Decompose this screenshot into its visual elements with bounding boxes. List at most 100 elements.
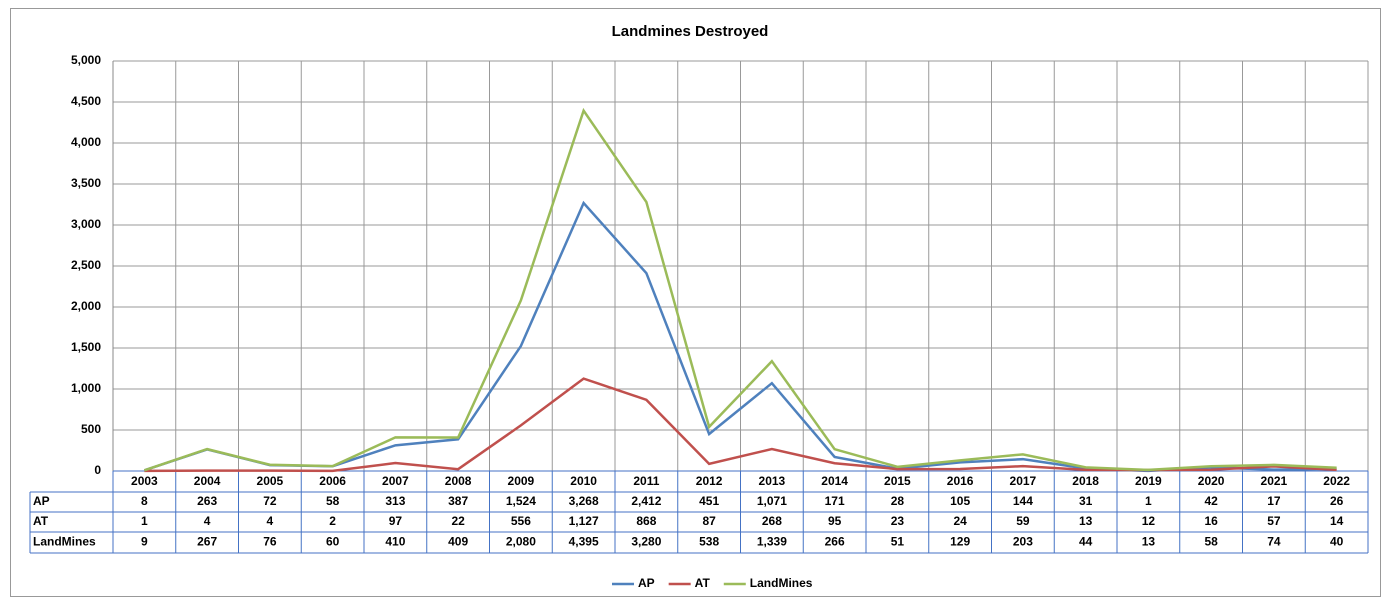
legend-label: AT	[695, 576, 711, 590]
table-cell: 263	[197, 494, 217, 508]
table-cell: 266	[825, 535, 845, 549]
table-row-label: LandMines	[33, 535, 96, 549]
x-tick-label: 2012	[696, 474, 723, 488]
legend-label: AP	[638, 576, 655, 590]
table-cell: 42	[1204, 494, 1218, 508]
table-cell: 44	[1079, 535, 1093, 549]
y-tick-label: 5,000	[71, 53, 101, 67]
table-cell: 410	[385, 535, 405, 549]
table-cell: 144	[1013, 494, 1033, 508]
table-cell: 1,127	[569, 514, 599, 528]
table-cell: 13	[1079, 514, 1093, 528]
table-cell: 74	[1267, 535, 1281, 549]
table-cell: 313	[385, 494, 405, 508]
table-row-label: AT	[33, 514, 49, 528]
table-cell: 203	[1013, 535, 1033, 549]
table-cell: 13	[1142, 535, 1156, 549]
y-tick-label: 4,000	[71, 135, 101, 149]
table-cell: 1,524	[506, 494, 536, 508]
table-cell: 28	[891, 494, 905, 508]
table-cell: 8	[141, 494, 148, 508]
x-tick-label: 2015	[884, 474, 911, 488]
table-cell: 58	[1204, 535, 1218, 549]
x-tick-label: 2017	[1010, 474, 1037, 488]
table-cell: 1	[141, 514, 148, 528]
y-tick-label: 500	[81, 422, 101, 436]
x-tick-label: 2013	[759, 474, 786, 488]
x-tick-label: 2022	[1323, 474, 1350, 488]
table-cell: 538	[699, 535, 719, 549]
table-cell: 16	[1204, 514, 1218, 528]
table-cell: 556	[511, 514, 531, 528]
x-tick-label: 2019	[1135, 474, 1162, 488]
table-cell: 23	[891, 514, 905, 528]
table-cell: 9	[141, 535, 148, 549]
table-cell: 2	[329, 514, 336, 528]
legend-label: LandMines	[750, 576, 813, 590]
x-tick-label: 2003	[131, 474, 158, 488]
table-cell: 451	[699, 494, 719, 508]
table-cell: 76	[263, 535, 277, 549]
table-cell: 1,339	[757, 535, 787, 549]
table-cell: 409	[448, 535, 468, 549]
y-tick-label: 4,500	[71, 94, 101, 108]
table-cell: 2,412	[631, 494, 661, 508]
x-tick-label: 2010	[570, 474, 597, 488]
table-cell: 1	[1145, 494, 1152, 508]
y-tick-label: 1,000	[71, 381, 101, 395]
chart-border	[10, 8, 1381, 597]
x-tick-label: 2009	[508, 474, 535, 488]
y-tick-label: 3,500	[71, 176, 101, 190]
x-tick-label: 2004	[194, 474, 221, 488]
chart-title: Landmines Destroyed	[612, 23, 769, 40]
y-tick-label: 2,500	[71, 258, 101, 272]
table-cell: 60	[326, 535, 340, 549]
x-tick-label: 2007	[382, 474, 409, 488]
table-cell: 4,395	[569, 535, 599, 549]
table-cell: 97	[389, 514, 403, 528]
x-tick-label: 2005	[257, 474, 284, 488]
table-cell: 59	[1016, 514, 1030, 528]
table-cell: 12	[1142, 514, 1156, 528]
table-cell: 40	[1330, 535, 1344, 549]
table-cell: 268	[762, 514, 782, 528]
table-cell: 105	[950, 494, 970, 508]
table-cell: 2,080	[506, 535, 536, 549]
x-tick-label: 2018	[1072, 474, 1099, 488]
table-cell: 24	[953, 514, 967, 528]
table-cell: 31	[1079, 494, 1093, 508]
y-tick-label: 0	[94, 463, 101, 477]
table-cell: 129	[950, 535, 970, 549]
x-tick-label: 2011	[633, 474, 659, 488]
table-cell: 868	[636, 514, 656, 528]
table-cell: 267	[197, 535, 217, 549]
table-cell: 58	[326, 494, 340, 508]
table-cell: 1,071	[757, 494, 787, 508]
table-cell: 171	[825, 494, 845, 508]
table-cell: 4	[267, 514, 274, 528]
x-tick-label: 2021	[1261, 474, 1288, 488]
table-row-label: AP	[33, 494, 50, 508]
table-cell: 14	[1330, 514, 1344, 528]
table-cell: 387	[448, 494, 468, 508]
x-tick-label: 2008	[445, 474, 472, 488]
table-cell: 17	[1267, 494, 1281, 508]
table-cell: 95	[828, 514, 842, 528]
table-cell: 4	[204, 514, 211, 528]
table-cell: 72	[263, 494, 277, 508]
x-tick-label: 2016	[947, 474, 974, 488]
table-cell: 3,280	[631, 535, 661, 549]
table-cell: 57	[1267, 514, 1281, 528]
x-tick-label: 2006	[319, 474, 346, 488]
y-tick-label: 1,500	[71, 340, 101, 354]
table-cell: 87	[702, 514, 716, 528]
table-cell: 22	[451, 514, 465, 528]
y-tick-label: 3,000	[71, 217, 101, 231]
x-tick-label: 2020	[1198, 474, 1225, 488]
y-tick-label: 2,000	[71, 299, 101, 313]
series-line	[143, 107, 1337, 472]
x-tick-label: 2014	[821, 474, 848, 488]
table-cell: 3,268	[569, 494, 599, 508]
table-cell: 26	[1330, 494, 1344, 508]
